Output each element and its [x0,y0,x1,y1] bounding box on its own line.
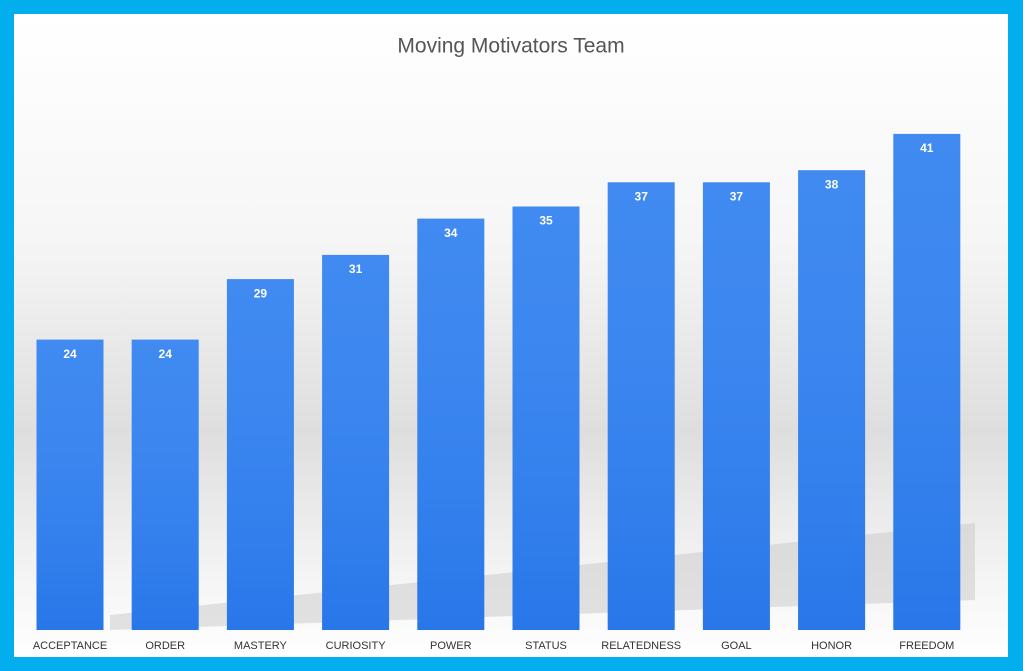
data-label: 37 [635,189,649,203]
bar-sheen [512,206,580,630]
data-label: 41 [920,141,934,155]
data-label: 29 [254,286,268,300]
data-label: 37 [730,189,744,203]
chart-title: Moving Motivators Team [397,35,624,58]
data-label: 24 [63,347,77,361]
x-tick-label: ACCEPTANCE [33,640,107,652]
data-label: 34 [444,226,458,240]
x-tick-label: STATUS [525,640,567,652]
bar-sheen [36,339,104,630]
bar-sheen [893,133,961,630]
x-tick-label: MASTERY [234,640,288,652]
x-tick-label: POWER [430,640,472,652]
bar-sheen [702,182,770,631]
data-label: 38 [825,177,839,191]
bar-sheen [226,279,294,630]
x-tick-label: RELATEDNESS [601,640,681,652]
bar-sheen [417,218,485,630]
bar-sheen [607,182,675,631]
x-tick-label: CURIOSITY [326,640,387,652]
x-tick-label: HONOR [811,640,852,652]
data-label: 24 [159,347,173,361]
x-tick-label: FREEDOM [899,640,954,652]
data-label: 35 [539,214,553,228]
bar-sheen [798,170,866,630]
x-tick-label: GOAL [721,640,752,652]
bar-sheen [131,339,199,630]
x-tick-label: ORDER [145,640,185,652]
data-label: 31 [349,262,363,276]
bar-sheen [322,254,390,630]
